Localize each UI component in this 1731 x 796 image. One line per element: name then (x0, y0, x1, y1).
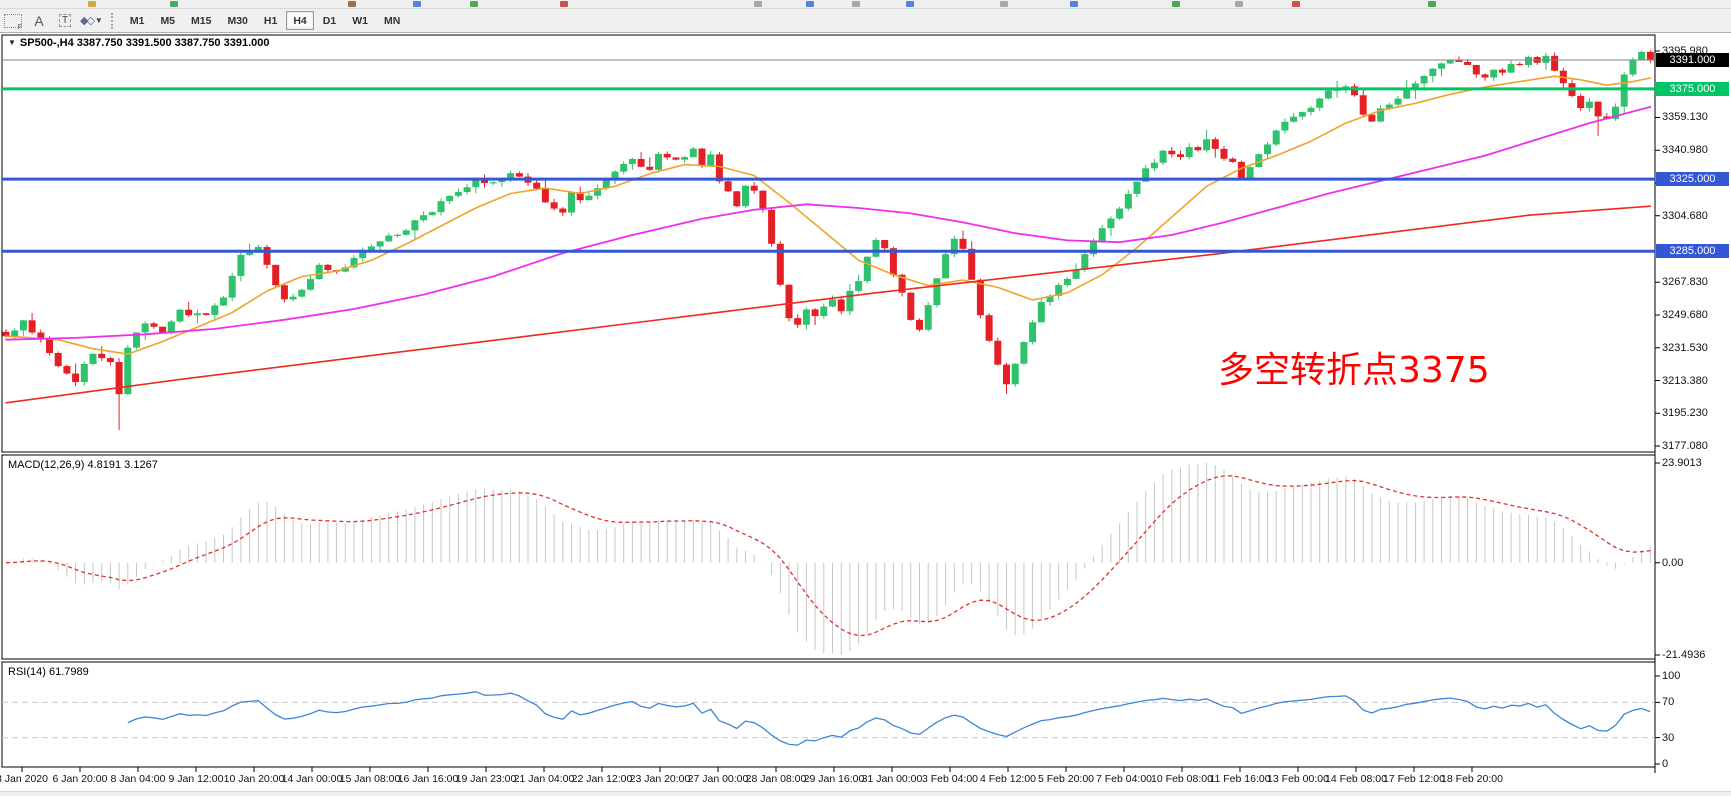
timeframe-button-m1[interactable]: M1 (129, 14, 145, 27)
timeframe-button-m5[interactable]: M5 (160, 14, 176, 27)
clipped-icon-fragment (754, 1, 762, 7)
clipped-icon-fragment (413, 1, 421, 7)
clipped-icon-fragment (1428, 1, 1436, 7)
clipped-icon-fragment (170, 1, 178, 7)
grid-f-glyph (4, 13, 22, 31)
clipped-icon-fragment (348, 1, 356, 7)
clipped-icon-fragment (1000, 1, 1008, 7)
window-bottom-edge (0, 791, 1731, 796)
text-label-icon[interactable]: A (34, 12, 44, 29)
clipped-icon-fragment (1235, 1, 1243, 7)
chart-canvas[interactable] (0, 33, 1731, 796)
clipped-icon-fragment (88, 1, 96, 7)
clipped-icon-fragment (1292, 1, 1300, 7)
timeframe-button-h4[interactable]: H4 (286, 11, 314, 30)
timeframe-button-m30[interactable]: M30 (227, 14, 248, 27)
clipped-icon-fragment (560, 1, 568, 7)
timeframe-button-m15[interactable]: M15 (191, 14, 212, 27)
shapes-icon[interactable]: ◆◇ ▼ (79, 10, 104, 31)
text-box-icon[interactable]: T (53, 10, 77, 31)
timeframe-button-h1[interactable]: H1 (263, 14, 278, 27)
clipped-icon-fragment (806, 1, 814, 7)
clipped-icon-fragment (1172, 1, 1180, 7)
timeframe-button-mn[interactable]: MN (383, 14, 401, 27)
clipped-icon-fragment (906, 1, 914, 7)
diamonds-glyph: ◆◇ (80, 15, 95, 27)
clipped-toolbar-row (0, 0, 1731, 9)
crosshair-grid-icon[interactable] (1, 10, 25, 31)
main-toolbar: A T ◆◇ ▼ M1 M5 M15 M30 H1 H4 D1 W1 MN (0, 9, 1731, 33)
toolbar-drag-handle[interactable] (110, 12, 118, 29)
clipped-icon-fragment (470, 1, 478, 7)
timeframe-button-w1[interactable]: W1 (352, 14, 368, 27)
timeframe-button-group: M1 M5 M15 M30 H1 H4 D1 W1 MN (122, 11, 408, 30)
clipped-icon-fragment (852, 1, 860, 7)
clipped-icon-fragment (1070, 1, 1078, 7)
t-glyph: T (58, 14, 72, 27)
timeframe-button-d1[interactable]: D1 (322, 14, 337, 27)
chevron-down-icon: ▼ (94, 16, 103, 25)
chart-window: ▼ SP500-,H4 3387.750 3391.500 3387.750 33… (0, 32, 1731, 796)
